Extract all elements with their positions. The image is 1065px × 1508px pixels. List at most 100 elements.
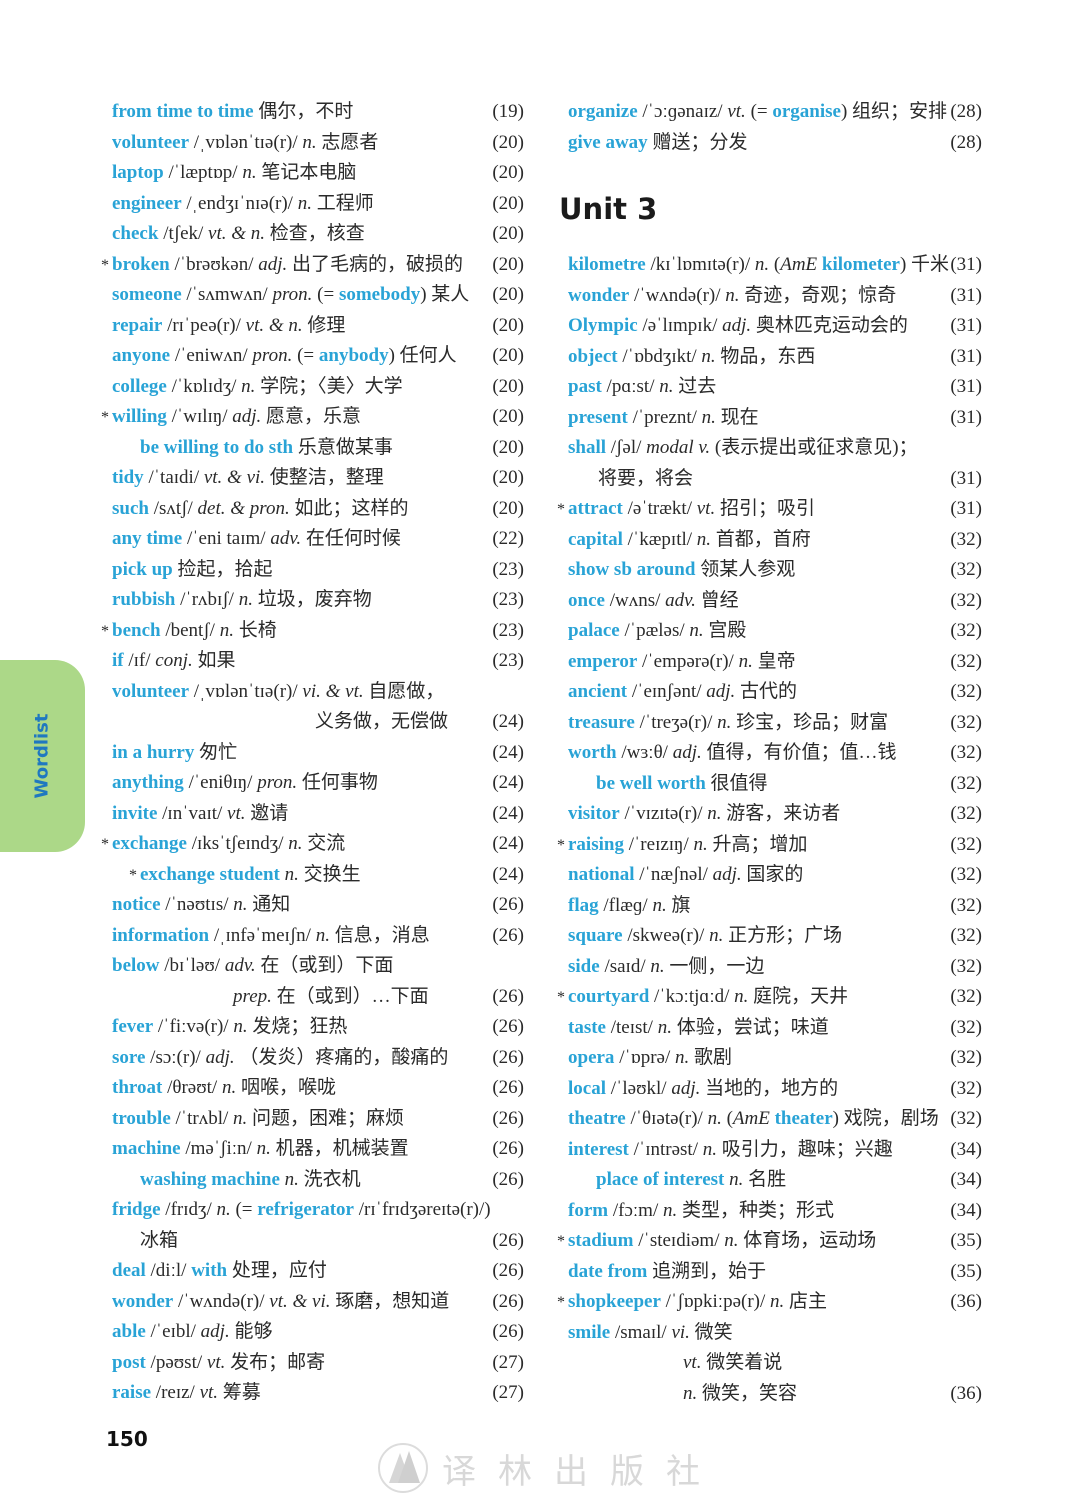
headword: capital — [568, 528, 623, 550]
headword: give away — [568, 131, 648, 153]
definition: 类型，种类；形式 — [677, 1199, 834, 1221]
phonetic: /sɔː(r)/ — [145, 1046, 206, 1068]
part-of-speech: AmE — [780, 254, 818, 275]
headword: anybody — [318, 345, 389, 366]
page-reference: (32) — [950, 833, 982, 855]
word-entry: ancient /ˈeɪnʃənt/ adj. 古代的 (32) — [568, 677, 982, 708]
headword: visitor — [568, 803, 620, 824]
phonetic: /saɪd/ — [599, 955, 651, 977]
page-reference: (32) — [950, 894, 982, 916]
definition: 匆忙 — [194, 741, 238, 763]
definition: 志愿者 — [316, 131, 379, 153]
headword: organize — [568, 101, 638, 122]
word-entry: taste /teɪst/ n. 体验，尝试；味道 (32) — [568, 1013, 982, 1044]
definition: 宫殿 — [703, 620, 747, 641]
headword: object — [568, 345, 618, 367]
phonetic: /məˈʃiːn/ — [180, 1138, 257, 1159]
page-reference: (24) — [492, 833, 524, 854]
part-of-speech: pron. — [272, 284, 313, 305]
part-of-speech: n. — [717, 711, 732, 733]
page-reference: (32) — [950, 1047, 982, 1068]
entry-continuation: vt. 微笑着说 — [568, 1348, 982, 1379]
phonetic: /ˈpæləs/ — [619, 620, 690, 641]
headword: sore — [112, 1046, 146, 1068]
word-entry: opera /ˈɒprə/ n. 歌剧 (32) — [568, 1043, 982, 1074]
asterisk-marker: * — [557, 836, 565, 854]
headword: side — [568, 955, 600, 977]
phonetic: /ˈnəʊtɪs/ — [160, 894, 234, 915]
page-reference: (35) — [950, 1260, 982, 1282]
word-entry: * courtyard /ˈkɔːtjɑːd/ n. 庭院，天井 (32) — [557, 982, 982, 1013]
part-of-speech: n. — [659, 376, 674, 397]
page-reference: (24) — [492, 772, 524, 793]
page-reference: (32) — [950, 864, 982, 885]
part-of-speech: n. — [219, 619, 234, 641]
headword: able — [112, 1321, 146, 1342]
page-reference: (20) — [492, 406, 524, 427]
headword: volunteer — [112, 131, 190, 153]
definition: 追溯到，始于 — [647, 1260, 767, 1282]
phonetic: /ˈtaɪdi/ — [143, 467, 204, 488]
word-entry: object /ˈɒbdʒɪkt/ n. 物品，东西 (31) — [568, 342, 982, 373]
word-entry: Olympic /əˈlɪmpɪk/ adj. 奥林匹克运动会的 (31) — [568, 311, 982, 342]
page-reference: (28) — [950, 131, 982, 153]
phonetic: /rɪˈpeə(r)/ — [162, 314, 246, 336]
definition: 店主 — [784, 1291, 828, 1312]
page-reference: (24) — [492, 711, 524, 732]
headword: date from — [568, 1260, 648, 1282]
word-entry: theatre /ˈθɪətə(r)/ n. (AmE theater) 戏院，… — [568, 1104, 982, 1135]
word-entry: tidy /ˈtaɪdi/ vt. & vi. 使整洁，整理 (20) — [112, 463, 524, 494]
headword: ancient — [568, 681, 628, 702]
definition: 在任何时候 — [301, 528, 401, 549]
definition: 皇帝 — [752, 650, 796, 672]
word-entry: form /fɔːm/ n. 类型，种类；形式 (34) — [568, 1196, 982, 1227]
wordlist-column-right-top: organize /ˈɔːɡənaɪz/ vt. (= organise) 组织… — [568, 97, 982, 158]
phonetic: /ˈɪntrəst/ — [628, 1138, 703, 1160]
headword: bench — [112, 619, 161, 641]
side-tab-label: Wordlist — [31, 713, 53, 799]
definition: (表示提出或征求意见)； — [710, 437, 918, 458]
entry-continuation: 将要，将会 (31) — [568, 464, 982, 495]
phonetic: /ɪnˈvaɪt/ — [157, 802, 228, 824]
word-entry: invite /ɪnˈvaɪt/ vt. 邀请 (24) — [112, 799, 524, 830]
headword: local — [568, 1077, 606, 1099]
definition: 出了毛病的，破损的 — [287, 253, 464, 275]
phonetic: /ˈwɪlɪŋ/ — [166, 406, 233, 427]
page-reference: (31) — [950, 284, 982, 306]
headword: post — [112, 1351, 146, 1373]
word-entry: someone /ˈsʌmwʌn/ pron. (= somebody) 某人 (… — [112, 280, 524, 311]
page-reference: (32) — [950, 955, 982, 977]
phonetic: /əˈtrækt/ — [622, 498, 697, 519]
part-of-speech: n. — [770, 1291, 785, 1312]
page-reference: (23) — [492, 589, 524, 610]
definition: 正方形；广场 — [723, 925, 843, 946]
page-reference: (32) — [950, 681, 982, 702]
word-entry: * stadium /ˈsteɪdiəm/ n. 体育场，运动场 (35) — [557, 1226, 982, 1257]
definition: ) 任何人 — [388, 345, 457, 366]
headword: national — [568, 864, 635, 885]
headword: invite — [112, 802, 158, 824]
definition: 问题，困难；麻烦 — [247, 1107, 405, 1129]
page-reference: (32) — [950, 620, 982, 641]
page-reference: (20) — [492, 284, 524, 305]
definition: 邀请 — [245, 802, 289, 824]
part-of-speech: conj. — [155, 650, 193, 671]
unit-heading: Unit 3 — [559, 192, 658, 226]
page-reference: (32) — [950, 742, 982, 763]
phonetic: /sʌtʃ/ — [148, 497, 198, 519]
definition: ( — [721, 1108, 733, 1129]
page-reference: (26) — [492, 1321, 524, 1342]
page-reference: (32) — [950, 711, 982, 733]
phonetic: /ˈeniθɪŋ/ — [183, 772, 258, 793]
part-of-speech: adv. — [270, 528, 302, 549]
definition: 微笑，笑容 — [697, 1382, 798, 1404]
part-of-speech: n. — [652, 894, 667, 916]
page-reference: (28) — [950, 101, 982, 122]
sub-entry: be willing to do sth 乐意做某事 (20) — [112, 433, 524, 464]
definition: 庭院，天井 — [748, 986, 849, 1007]
wordlist-column-left: from time to time 偶尔，不时 (19) volunteer /ˌv… — [101, 97, 524, 1409]
page-reference: (20) — [492, 131, 524, 153]
word-entry: anyone /ˈeniwʌn/ pron. (= anybody) 任何人 (2… — [112, 341, 524, 372]
asterisk-marker: * — [129, 866, 137, 884]
word-entry: throat /θrəʊt/ n. 咽喉，喉咙 (26) — [112, 1073, 524, 1104]
